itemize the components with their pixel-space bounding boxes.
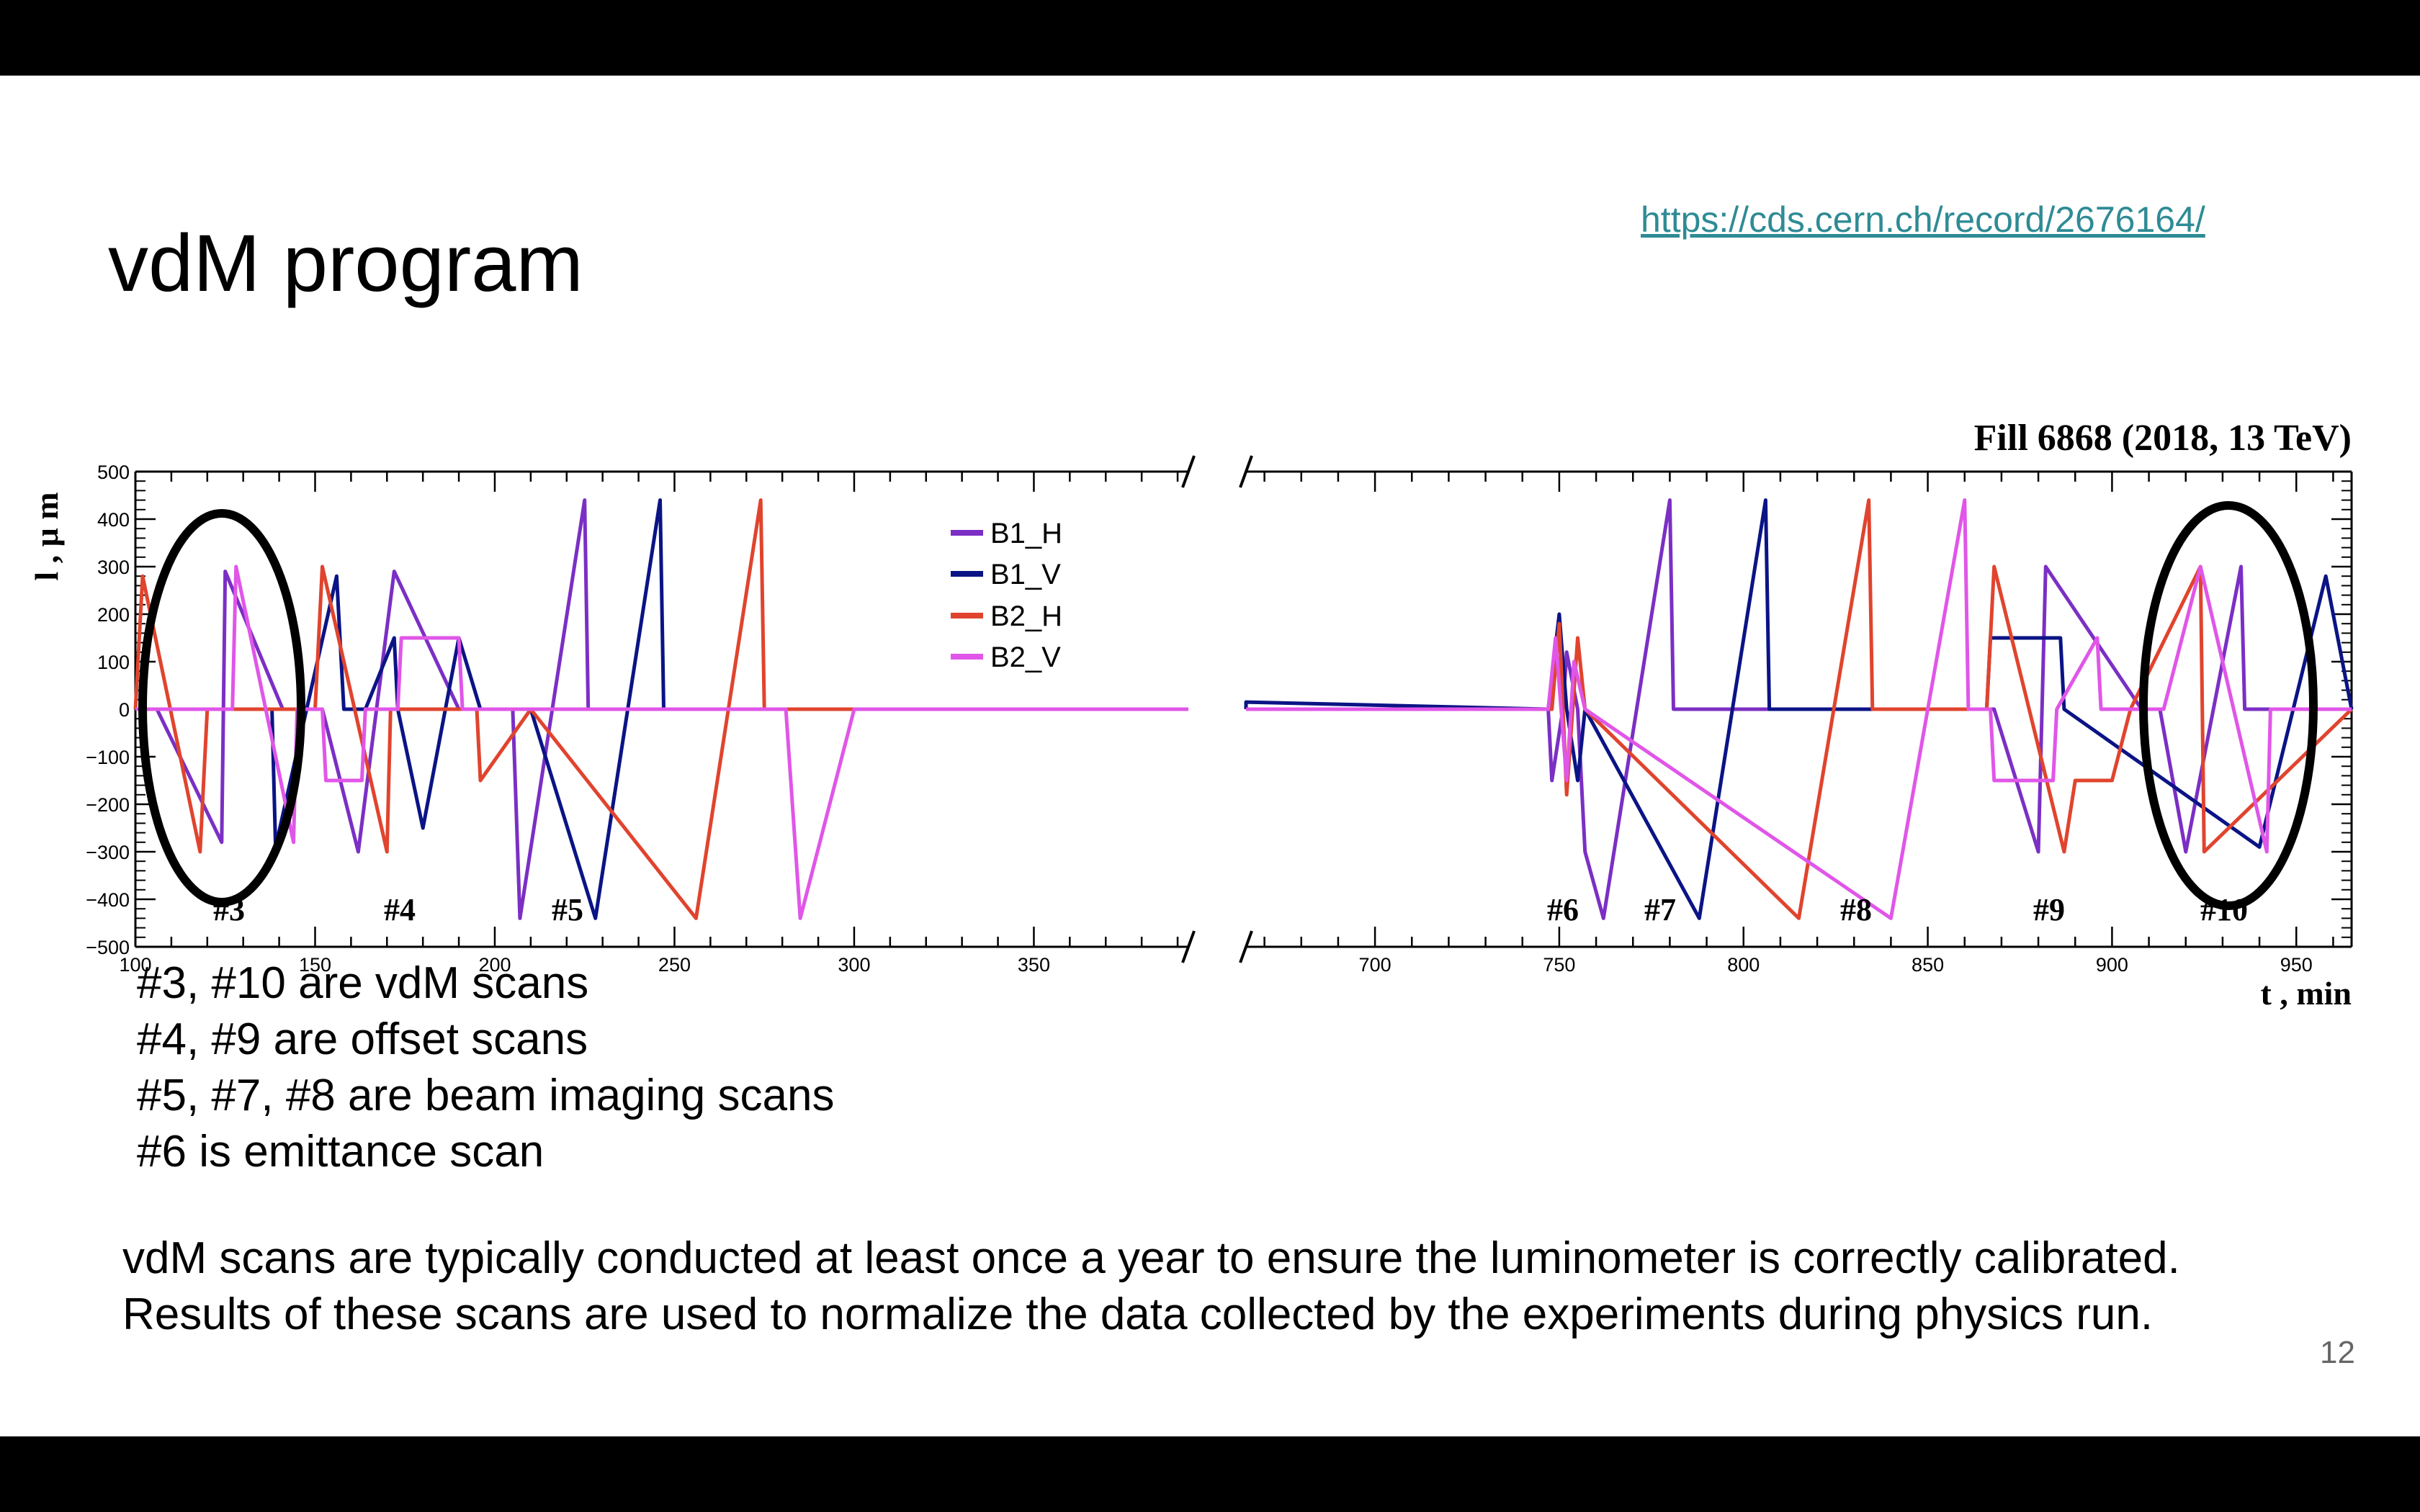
y-axis-label: l , μ m — [28, 492, 65, 580]
series-layer — [133, 498, 2354, 920]
x-tick-label: 750 — [1543, 954, 1575, 976]
page-number: 12 — [2320, 1335, 2355, 1370]
y-tick-label: 300 — [97, 557, 130, 578]
paragraph-line: Results of these scans are used to norma… — [122, 1290, 2154, 1339]
scan-label-8: #8 — [1840, 892, 1872, 927]
x-tick-label: 100 — [119, 954, 151, 976]
scan-label-4: #4 — [384, 892, 416, 927]
scan-label-6: #6 — [1547, 892, 1579, 927]
x-tick-label: 800 — [1727, 954, 1760, 976]
highlight-ellipse-left — [138, 509, 305, 906]
y-tick-label: 500 — [97, 462, 130, 483]
x-tick-label: 250 — [658, 954, 691, 976]
series-line-b1-h — [1246, 498, 2352, 920]
source-link[interactable]: https://cds.cern.ch/record/2676164/ — [1641, 199, 2205, 240]
legend-label-b2-h: B2_H — [990, 600, 1062, 632]
y-tick-label: −100 — [86, 747, 130, 768]
x-tick-label: 850 — [1912, 954, 1944, 976]
scan-label-9: #9 — [2033, 892, 2065, 927]
series-line-b2-v — [135, 564, 1188, 920]
axis-break-mark — [1239, 455, 1253, 488]
slide: vdM program https://cds.cern.ch/record/2… — [0, 76, 2420, 1436]
bullet-item: #5, #7, #8 are beam imaging scans — [137, 1071, 835, 1120]
scan-chart: Fill 6868 (2018, 13 TeV) t , min l , μ m… — [28, 418, 2354, 1012]
chart-title: Fill 6868 (2018, 13 TeV) — [1974, 418, 2352, 459]
paragraph-line: vdM scans are typically conducted at lea… — [122, 1233, 2180, 1283]
y-tick-label: −300 — [86, 842, 130, 863]
slide-title: vdM program — [108, 218, 583, 308]
x-tick-label: 200 — [478, 954, 511, 976]
x-axis: 100 150 200 250 300 350 700 750 800 850 900 950 — [119, 472, 2334, 976]
y-tick-label: −400 — [86, 889, 130, 911]
x-axis-label: t , min — [2261, 975, 2352, 1012]
x-tick-label: 150 — [299, 954, 331, 976]
x-tick-label: 700 — [1359, 954, 1392, 976]
x-tick-label: 300 — [838, 954, 870, 976]
axis-break-mark — [1181, 930, 1196, 963]
y-tick-label: 0 — [119, 699, 130, 721]
bullet-item: #6 is emittance scan — [137, 1127, 544, 1176]
legend-label-b1-h: B1_H — [990, 518, 1062, 549]
series-line-b2-v — [1246, 498, 2352, 920]
axis-break-mark — [1239, 930, 1253, 963]
y-tick-label: 400 — [97, 509, 130, 531]
legend: B1_H B1_V B2_H B2_V — [951, 518, 1062, 673]
y-tick-label: −500 — [86, 937, 130, 958]
y-axis: 500 400 300 200 100 0 −100 −200 −300 −400 −500 — [86, 462, 2352, 958]
series-line-b2-h — [133, 498, 1188, 920]
bullet-item: #3, #10 are vdM scans — [137, 958, 589, 1008]
y-tick-label: −200 — [86, 794, 130, 816]
series-line-b1-h — [135, 498, 1188, 920]
axis-breaks — [1181, 455, 1253, 963]
legend-label-b1-v: B1_V — [990, 559, 1061, 590]
y-tick-label: 100 — [97, 652, 130, 673]
legend-label-b2-v: B2_V — [990, 642, 1061, 673]
scan-label-5: #5 — [552, 892, 583, 927]
bullet-item: #4, #9 are offset scans — [137, 1014, 588, 1064]
x-tick-label: 900 — [2096, 954, 2128, 976]
highlight-ellipse-right — [2139, 501, 2318, 910]
y-tick-label: 200 — [97, 604, 130, 626]
x-tick-label: 350 — [1018, 954, 1050, 976]
x-tick-label: 950 — [2280, 954, 2313, 976]
axis-break-mark — [1181, 455, 1196, 488]
scan-label-7: #7 — [1644, 892, 1676, 927]
